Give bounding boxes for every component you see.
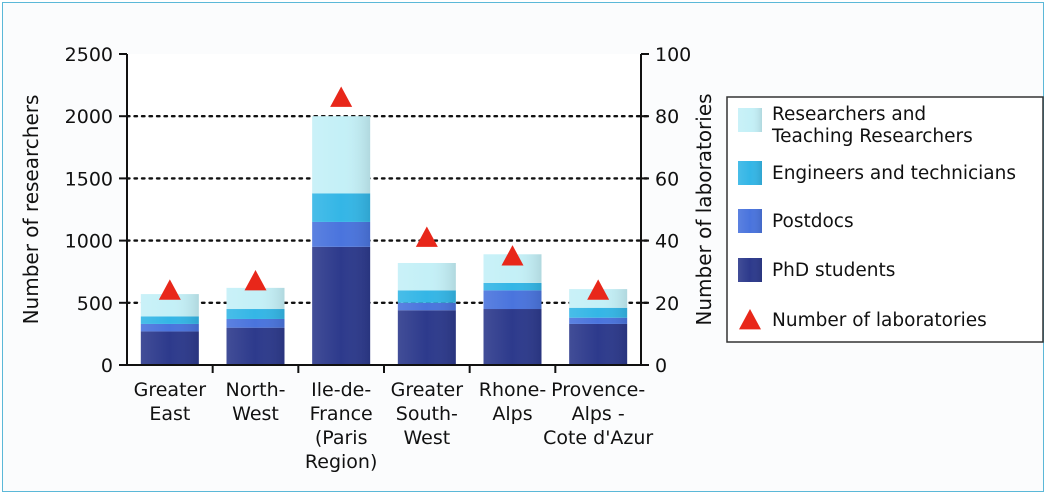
legend-label: Engineers and technicians	[772, 163, 1016, 184]
category-label: West	[232, 403, 279, 425]
legend-swatch-shading	[738, 258, 762, 282]
bar-shading	[312, 221, 371, 247]
bar-shading	[569, 317, 628, 324]
left-tick-label: 500	[77, 293, 113, 315]
legend-label: Researchers and	[772, 104, 926, 125]
left-tick-label: 1500	[65, 168, 113, 190]
right-tick-label: 0	[655, 355, 667, 377]
legend-label: PhD students	[772, 260, 895, 281]
category-label: Provence-	[551, 379, 645, 401]
right-tick-label: 100	[655, 44, 691, 66]
bar-shading	[569, 323, 628, 365]
category-label: Alps -	[572, 403, 625, 425]
bar-shading	[226, 287, 285, 310]
left-axis-title: Number of researchers	[19, 95, 43, 325]
category-label: France	[310, 403, 373, 425]
lab-count-marker	[501, 245, 524, 266]
category-label: (Paris	[315, 427, 368, 449]
legend-marker-triangle	[739, 309, 761, 330]
bar-shading	[226, 318, 285, 328]
bar-shading	[140, 323, 199, 332]
category-label: Greater	[134, 379, 207, 401]
left-tick-label: 1000	[65, 231, 113, 253]
left-tick-label: 0	[101, 355, 113, 377]
plot-area	[127, 54, 641, 365]
bar-shading	[483, 309, 542, 365]
bar-shading	[397, 310, 456, 365]
legend-label: Postdocs	[772, 211, 854, 232]
category-label: North-	[226, 379, 286, 401]
bar-shading	[397, 302, 456, 311]
category-label: Cote d'Azur	[543, 427, 653, 449]
bar-shading	[140, 316, 199, 324]
lab-count-marker	[158, 279, 181, 300]
legend-swatch-shading	[738, 209, 762, 233]
right-tick-label: 80	[655, 106, 679, 128]
lab-count-marker	[330, 86, 353, 107]
bar-shading	[397, 262, 456, 291]
lab-count-marker	[244, 270, 267, 291]
lab-count-marker	[415, 226, 438, 247]
category-label: South-	[396, 403, 458, 425]
legend-label: Number of laboratories	[772, 310, 987, 331]
bar-shading	[226, 309, 285, 319]
bar-shading	[483, 282, 542, 291]
bar-shading	[397, 290, 456, 303]
right-axis-title: Number of laboratories	[692, 93, 716, 325]
category-label: East	[149, 403, 190, 425]
bar-shading	[312, 116, 371, 194]
category-label: West	[403, 427, 450, 449]
legend-label: Teaching Researchers	[771, 126, 973, 147]
bar-shading	[140, 294, 199, 317]
category-label: Region)	[305, 451, 377, 473]
left-tick-label: 2500	[65, 44, 113, 66]
bar-shading	[226, 327, 285, 365]
bar-shading	[569, 307, 628, 318]
category-label: Rhone-	[479, 379, 546, 401]
legend-swatch-shading	[738, 161, 762, 185]
right-tick-label: 20	[655, 293, 679, 315]
legend-box	[726, 96, 1044, 343]
right-tick-label: 60	[655, 168, 679, 190]
bar-shading	[140, 331, 199, 365]
right-tick-label: 40	[655, 231, 679, 253]
bar-shading	[312, 193, 371, 222]
category-label: Greater	[391, 379, 464, 401]
category-label: Ile-de-	[311, 379, 371, 401]
bar-shading	[483, 290, 542, 310]
left-tick-label: 2000	[65, 106, 113, 128]
legend-swatch-shading	[738, 108, 762, 132]
bar-shading	[312, 246, 371, 365]
category-label: Alps	[492, 403, 532, 425]
lab-count-marker	[587, 279, 610, 300]
